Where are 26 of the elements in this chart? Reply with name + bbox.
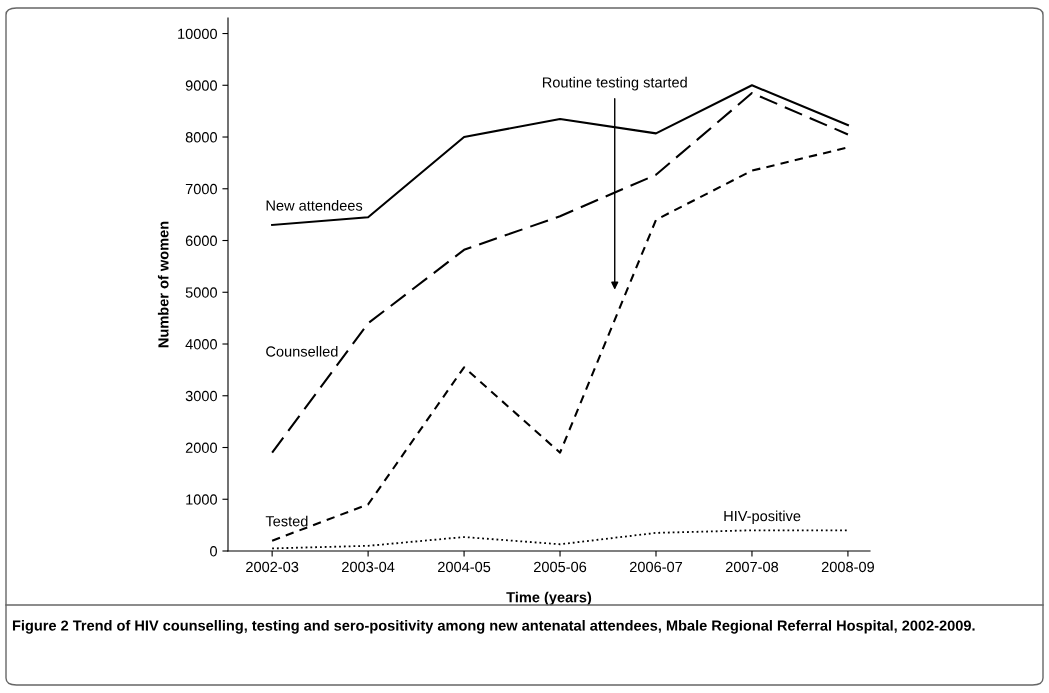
x-tick-label: 2004-05	[438, 561, 491, 573]
y-tick-label: 4000	[185, 339, 218, 350]
x-tick-label: 2003-04	[342, 561, 395, 573]
y-tick-label: 6000	[185, 235, 218, 246]
y-tick-label: 1000	[186, 494, 218, 505]
caption: Figure 2 Trend of HIV counselling, testing and sero-positivity among new antenatal attendees, Mbale Regional Referral Hospital, 2002-2009.	[12, 620, 975, 634]
y-axis-title: Number of women	[157, 221, 169, 348]
x-tick-label: 2006-07	[629, 561, 683, 573]
series-label: Tested	[265, 515, 308, 527]
x-tick-label: 2008-09	[821, 561, 874, 573]
y-tick-label: 5000	[185, 287, 218, 298]
y-tick-label: 8000	[185, 132, 218, 143]
y-tick-label: 3000	[185, 390, 218, 402]
series-label: HIV-positive	[724, 510, 801, 525]
x-tick-label: 2005-06	[534, 561, 587, 573]
x-tick-label: 2002-03	[246, 561, 299, 573]
y-tick-label: 10000	[178, 28, 218, 39]
x-axis-title: Time (years)	[506, 591, 592, 606]
series-label: New attendees	[266, 200, 363, 211]
annotation: Routine testing started	[542, 76, 687, 91]
y-tick-label: 7000	[185, 183, 218, 195]
series-label: Counselled	[266, 345, 338, 357]
y-tick-label: 0	[210, 546, 218, 557]
y-tick-label: 2000	[185, 442, 218, 453]
x-tick-label: 2007-08	[725, 561, 779, 573]
y-tick-label: 9000	[185, 80, 218, 91]
